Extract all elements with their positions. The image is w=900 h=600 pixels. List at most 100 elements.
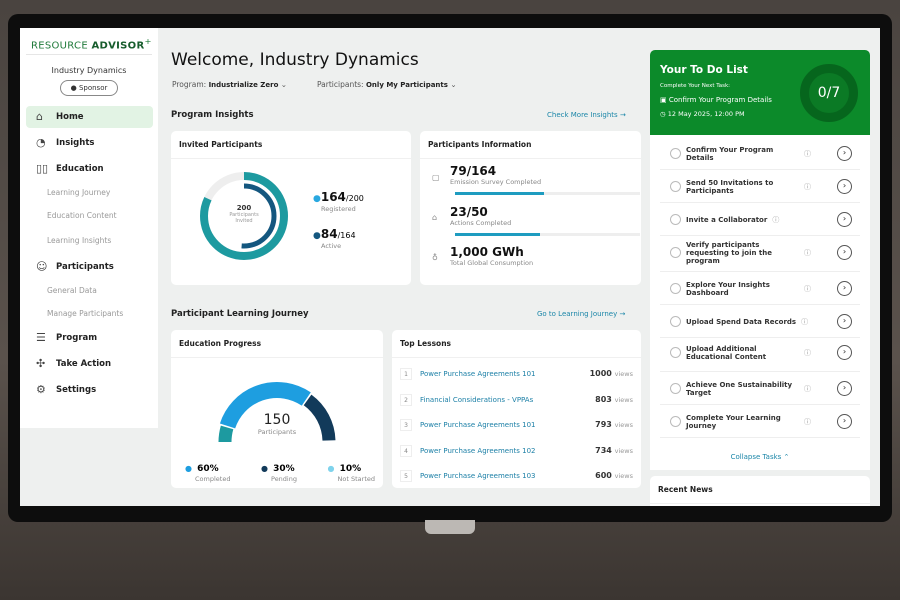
todo-item[interactable]: Complete Your Learning Journey ⓘ › [660, 405, 860, 438]
center-value: 150 [263, 412, 291, 428]
todo-item[interactable]: Achieve One Sustainability Target ⓘ › [660, 372, 860, 405]
sidebar-item-participants[interactable]: ☺ Participants [26, 256, 153, 278]
legend-value: 60% [197, 464, 219, 474]
help-icon[interactable]: ⓘ [772, 215, 780, 224]
invited-participants-card: Invited Participants 200 Participants In… [171, 131, 411, 285]
sidebar-item-home[interactable]: ⌂ Home [26, 106, 153, 128]
checkbox[interactable] [670, 181, 681, 192]
nav-label: Settings [56, 385, 97, 395]
education-gauge [218, 382, 336, 443]
actions-icon: ⌂ [432, 213, 438, 222]
checkbox[interactable] [670, 247, 681, 258]
active-ring [211, 183, 277, 249]
info-label: Total Global Consumption [450, 259, 534, 267]
home-icon: ⌂ [36, 110, 43, 123]
program-filter[interactable]: Program: Industrialize Zero ⌄ [172, 80, 287, 89]
collapse-label: Collapse Tasks [730, 453, 782, 461]
gauge-segment [218, 425, 234, 443]
role-badge[interactable]: ● Sponsor [60, 80, 118, 96]
chevron-right-icon[interactable]: › [837, 381, 852, 396]
sidebar-sub-general-data[interactable]: General Data [47, 286, 97, 295]
help-icon[interactable]: ⓘ [804, 348, 811, 357]
chevron-right-icon[interactable]: › [837, 146, 852, 161]
todo-item[interactable]: Confirm Your Program Details ⓘ › [660, 137, 860, 170]
help-icon[interactable]: ⓘ [804, 182, 811, 191]
checkbox[interactable] [670, 148, 681, 159]
checkbox[interactable] [670, 347, 681, 358]
todo-header: Your To Do List Complete Your Next Task:… [650, 50, 870, 135]
todo-item[interactable]: Upload Additional Educational Content ⓘ › [660, 336, 860, 372]
arrow-right-icon: → [619, 310, 626, 318]
todo-item[interactable]: Invite a Collaborator ⓘ › [660, 203, 860, 236]
lesson-row[interactable]: 2 Financial Considerations - VPPAs 803 vie… [400, 388, 633, 414]
sidebar-sub-learning-insights[interactable]: Learning Insights [47, 236, 112, 245]
todo-item[interactable]: Upload Spend Data Records ⓘ › [660, 305, 860, 338]
lesson-title[interactable]: Power Purchase Agreements 102 [420, 446, 536, 455]
next-task[interactable]: ▣ Confirm Your Program Details [660, 96, 772, 104]
sidebar-item-program[interactable]: ☰ Program [26, 327, 153, 349]
chevron-right-icon[interactable]: › [837, 179, 852, 194]
sidebar-item-take-action[interactable]: ✣ Take Action [26, 353, 153, 375]
list-icon: ☰ [36, 331, 46, 344]
checkbox[interactable] [670, 383, 681, 394]
views-unit: views [614, 446, 633, 455]
sidebar-item-settings[interactable]: ⚙ Settings [26, 379, 153, 401]
sidebar-sub-education-content[interactable]: Education Content [47, 211, 117, 220]
help-icon[interactable]: ⓘ [801, 317, 809, 326]
lesson-title[interactable]: Financial Considerations - VPPAs [420, 395, 534, 404]
sidebar-item-education[interactable]: ▯▯ Education [26, 158, 153, 180]
views-count: 803 [595, 394, 612, 404]
info-item: 79/164 Emission Survey Completed [450, 164, 541, 186]
donut-center: 200 Participants Invited [224, 204, 264, 224]
help-icon[interactable]: ⓘ [804, 284, 811, 293]
section-title: Participant Learning Journey [171, 309, 309, 319]
views-unit: views [614, 370, 633, 378]
lesson-views: 1000 views [590, 369, 633, 378]
sidebar-sub-learning-journey[interactable]: Learning Journey [47, 188, 111, 197]
chevron-right-icon[interactable]: › [837, 245, 852, 260]
checkbox[interactable] [670, 316, 681, 327]
lesson-row[interactable]: 5 Power Purchase Agreements 103 600 views [400, 464, 633, 490]
chevron-right-icon[interactable]: › [837, 414, 852, 429]
nav-label: Participants [56, 262, 114, 272]
chevron-right-icon[interactable]: › [837, 345, 852, 360]
chevron-right-icon[interactable]: › [837, 314, 852, 329]
views-count: 734 [595, 445, 612, 455]
collapse-tasks-button[interactable]: Collapse Tasks ⌃ [650, 453, 870, 461]
gear-icon: ⚙ [36, 383, 46, 396]
lesson-row[interactable]: 3 Power Purchase Agreements 101 793 views [400, 413, 633, 439]
legend-item: ● 10% Not Started [328, 456, 375, 483]
lesson-title[interactable]: Power Purchase Agreements 101 [420, 421, 536, 429]
lesson-title[interactable]: Power Purchase Agreements 101 [420, 370, 536, 378]
checkbox[interactable] [670, 416, 681, 427]
checkbox[interactable] [670, 214, 681, 225]
task-label: Verify participants requesting to join t… [686, 240, 772, 265]
checkbox[interactable] [670, 283, 681, 294]
filter-label: Program: [172, 80, 207, 89]
divider [26, 54, 152, 55]
sidebar-sub-manage-participants[interactable]: Manage Participants [47, 309, 124, 318]
legend-value: 30% [273, 464, 295, 474]
chevron-right-icon[interactable]: › [837, 281, 852, 296]
card-title: Recent News [650, 476, 870, 504]
check-more-insights-link[interactable]: Check More Insights → [547, 111, 626, 119]
chevron-right-icon[interactable]: › [837, 212, 852, 227]
legend-item: ● 60% Completed [185, 456, 230, 483]
gauge-segment [219, 382, 311, 429]
todo-item[interactable]: Verify participants requesting to join t… [660, 236, 860, 272]
lesson-row[interactable]: 4 Power Purchase Agreements 102 734 views [400, 439, 633, 465]
help-icon[interactable]: ⓘ [804, 248, 811, 257]
help-icon[interactable]: ⓘ [804, 149, 811, 158]
go-to-learning-journey-link[interactable]: Go to Learning Journey → [537, 310, 625, 318]
lesson-title[interactable]: Power Purchase Agreements 103 [420, 472, 536, 480]
participants-filter[interactable]: Participants: Only My Participants ⌄ [317, 80, 457, 89]
views-count: 793 [595, 420, 612, 429]
sidebar-item-insights[interactable]: ◔ Insights [26, 132, 153, 154]
todo-item[interactable]: Explore Your Insights Dashboard ⓘ › [660, 272, 860, 305]
todo-item[interactable]: Send 50 Invitations to Participants ⓘ › [660, 170, 860, 203]
help-icon[interactable]: ⓘ [804, 417, 811, 426]
help-icon[interactable]: ⓘ [804, 384, 811, 393]
task-label: Upload Spend Data Records [686, 317, 797, 326]
legend-dot: ● [185, 464, 192, 473]
lesson-row[interactable]: 1 Power Purchase Agreements 101 1000 views [400, 362, 633, 388]
